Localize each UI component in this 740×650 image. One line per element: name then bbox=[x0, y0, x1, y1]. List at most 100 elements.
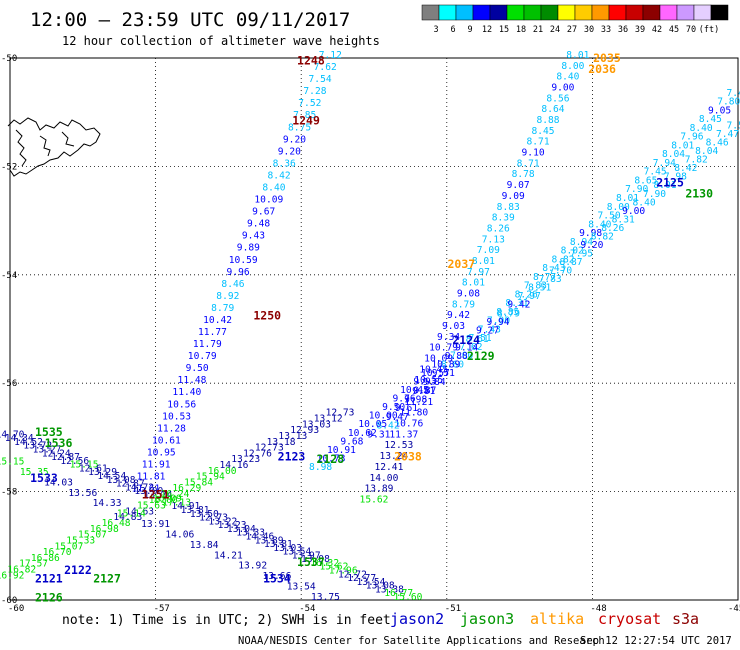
wave-height-value: 7.50 bbox=[598, 211, 621, 222]
wave-height-value: 8.45 bbox=[699, 114, 722, 125]
wave-height-value: 8.00 bbox=[561, 61, 584, 72]
wave-height-value: 15.33 bbox=[66, 535, 95, 546]
wave-height-value: 13.08 bbox=[107, 475, 136, 486]
wave-height-value: 13.50 bbox=[190, 509, 219, 520]
colorbar-label: 70 bbox=[686, 25, 696, 35]
pass-label: 2037 bbox=[448, 257, 476, 271]
wave-height-value: 8.82 bbox=[551, 254, 574, 265]
colorbar-swatch bbox=[676, 4, 695, 21]
wave-height-value: 8.01 bbox=[616, 193, 639, 204]
wave-height-value: 10.95 bbox=[147, 447, 176, 458]
wave-height-value: 7.80 bbox=[717, 97, 740, 108]
pass-label: 1536 bbox=[45, 436, 73, 450]
wave-height-value: 13.04 bbox=[227, 524, 256, 535]
wave-height-value: 8.40 bbox=[690, 123, 713, 134]
track-1535-1537: 14.7014.3414.5213.7213.2712.2412.8712.56… bbox=[0, 429, 423, 603]
wave-height-value: 10.61 bbox=[152, 435, 181, 446]
wave-height-value: 8.83 bbox=[497, 202, 520, 213]
wave-height-value: 13.91 bbox=[141, 519, 170, 530]
wave-height-value: 8.64 bbox=[541, 104, 564, 115]
wave-height-value: 8.02 bbox=[561, 246, 584, 257]
wave-height-value: 9.03 bbox=[442, 321, 465, 332]
colorbar-swatch bbox=[540, 4, 559, 21]
wave-height-value: 10.00 bbox=[369, 411, 398, 422]
wave-height-value: 9.68 bbox=[340, 436, 363, 447]
wave-height-value: 7.97 bbox=[467, 267, 490, 278]
map-subtitle: 12 hour collection of altimeter wave hei… bbox=[62, 34, 380, 48]
wave-height-value: 14.70 bbox=[0, 429, 25, 440]
wave-height-value: 17.13 bbox=[162, 497, 191, 508]
wave-height-value: 12.41 bbox=[374, 462, 403, 473]
wave-height-value: 15.35 bbox=[20, 467, 49, 478]
colorbar: 3 6 9 12 15 18 21 24 27 30 33 36 39 42 45 70 (ft) bbox=[421, 4, 729, 35]
wave-height-value: 7.00 bbox=[487, 316, 510, 327]
wave-height-value: 13.81 bbox=[181, 505, 210, 516]
wave-height-value: 10.53 bbox=[162, 411, 191, 422]
track-2124-2129: 7.507.478.468.047.828.427.988.017.908.40… bbox=[309, 120, 740, 472]
wave-height-value: 16.92 bbox=[0, 570, 24, 581]
wave-height-value: 15.60 bbox=[394, 592, 423, 603]
wave-height-value: 16.77 bbox=[384, 588, 413, 599]
wave-height-value: 7.09 bbox=[477, 245, 500, 256]
wave-height-value: 9.42 bbox=[507, 300, 530, 311]
wave-height-value: 13.38 bbox=[375, 584, 404, 595]
track-2035-2038: 8.018.008.409.008.568.648.888.458.719.10… bbox=[360, 50, 590, 505]
x-tick-label: -48 bbox=[590, 604, 606, 614]
y-tick-label: -60 bbox=[1, 596, 17, 606]
wave-height-value: 10.05 bbox=[358, 419, 387, 430]
wave-height-value: 7.28 bbox=[303, 86, 326, 97]
wave-height-value: 8.60 bbox=[441, 359, 464, 370]
wave-height-value: 13.12 bbox=[314, 414, 343, 425]
wave-height-value: 8.40 bbox=[633, 197, 656, 208]
colorbar-swatch bbox=[591, 4, 610, 21]
wave-height-value: 13.54 bbox=[287, 582, 316, 593]
wave-height-value: 7.98 bbox=[664, 172, 687, 183]
wave-height-value: 13.08 bbox=[366, 581, 395, 592]
wave-height-value: 8.39 bbox=[492, 213, 515, 224]
wave-height-value: 8.00 bbox=[607, 202, 630, 213]
wave-height-value: 15.84 bbox=[184, 477, 213, 488]
colorbar-swatch bbox=[642, 4, 661, 21]
wave-height-value: 8.01 bbox=[472, 256, 495, 267]
wave-height-value: 10.45 bbox=[419, 364, 448, 375]
wave-height-value: 12.87 bbox=[116, 479, 145, 490]
footer-note: note: 1) Time is in UTC; 2) SWH is in fe… bbox=[62, 613, 391, 628]
wave-height-value: 13.18 bbox=[267, 437, 296, 448]
wave-height-value: 13.08 bbox=[301, 554, 330, 565]
wave-height-value: 11.77 bbox=[198, 327, 227, 338]
wave-height-value: 15.14 bbox=[117, 509, 146, 520]
wave-height-value: 11.61 bbox=[131, 484, 160, 495]
pass-label: 1534 bbox=[263, 571, 291, 585]
wave-height-value: 9.09 bbox=[502, 191, 525, 202]
wave-height-value: 8.61 bbox=[466, 334, 489, 345]
wave-height-value: 14.83 bbox=[113, 512, 142, 523]
colorbar-swatch bbox=[472, 4, 491, 21]
colorbar-label: 36 bbox=[618, 25, 628, 35]
pass-label: 2123 bbox=[278, 449, 306, 463]
wave-height-value: 9.14 bbox=[455, 342, 478, 353]
legend-jason3: jason3 bbox=[460, 610, 514, 628]
wave-height-value: 11.48 bbox=[178, 375, 207, 386]
wave-height-value: 14.06 bbox=[165, 529, 194, 540]
pass-label: 1251 bbox=[142, 487, 170, 501]
pass-label: 1249 bbox=[292, 113, 320, 127]
wave-height-value: 15.07 bbox=[78, 530, 107, 541]
colorbar-label: 6 bbox=[450, 25, 455, 35]
wave-height-value: 12.77 bbox=[347, 573, 376, 584]
colorbar-swatch bbox=[489, 4, 508, 21]
wave-height-value: 13.66 bbox=[262, 571, 291, 582]
wave-height-value: 9.61 bbox=[395, 403, 418, 414]
wave-height-value: 13.03 bbox=[302, 419, 331, 430]
wave-height-value: 9.47 bbox=[386, 412, 409, 423]
wave-height-value: 8.31 bbox=[505, 298, 528, 309]
wave-height-value: 14.91 bbox=[171, 501, 200, 512]
wave-height-value: 10.09 bbox=[254, 195, 283, 206]
x-tick-label: -51 bbox=[445, 604, 461, 614]
axis-tick-labels: -60 -57 -54 -51 -48 -45 -50 -52 -54 -56 -58 -60 bbox=[1, 54, 740, 614]
wave-height-value: 8.31 bbox=[612, 214, 635, 225]
wave-height-value: 9.31 bbox=[367, 429, 390, 440]
wave-height-value: 7.83 bbox=[524, 281, 547, 292]
wave-height-value: 7.50 bbox=[726, 120, 740, 131]
wave-height-value: 7.90 bbox=[625, 184, 648, 195]
wave-height-value: 8.40 bbox=[262, 182, 285, 193]
